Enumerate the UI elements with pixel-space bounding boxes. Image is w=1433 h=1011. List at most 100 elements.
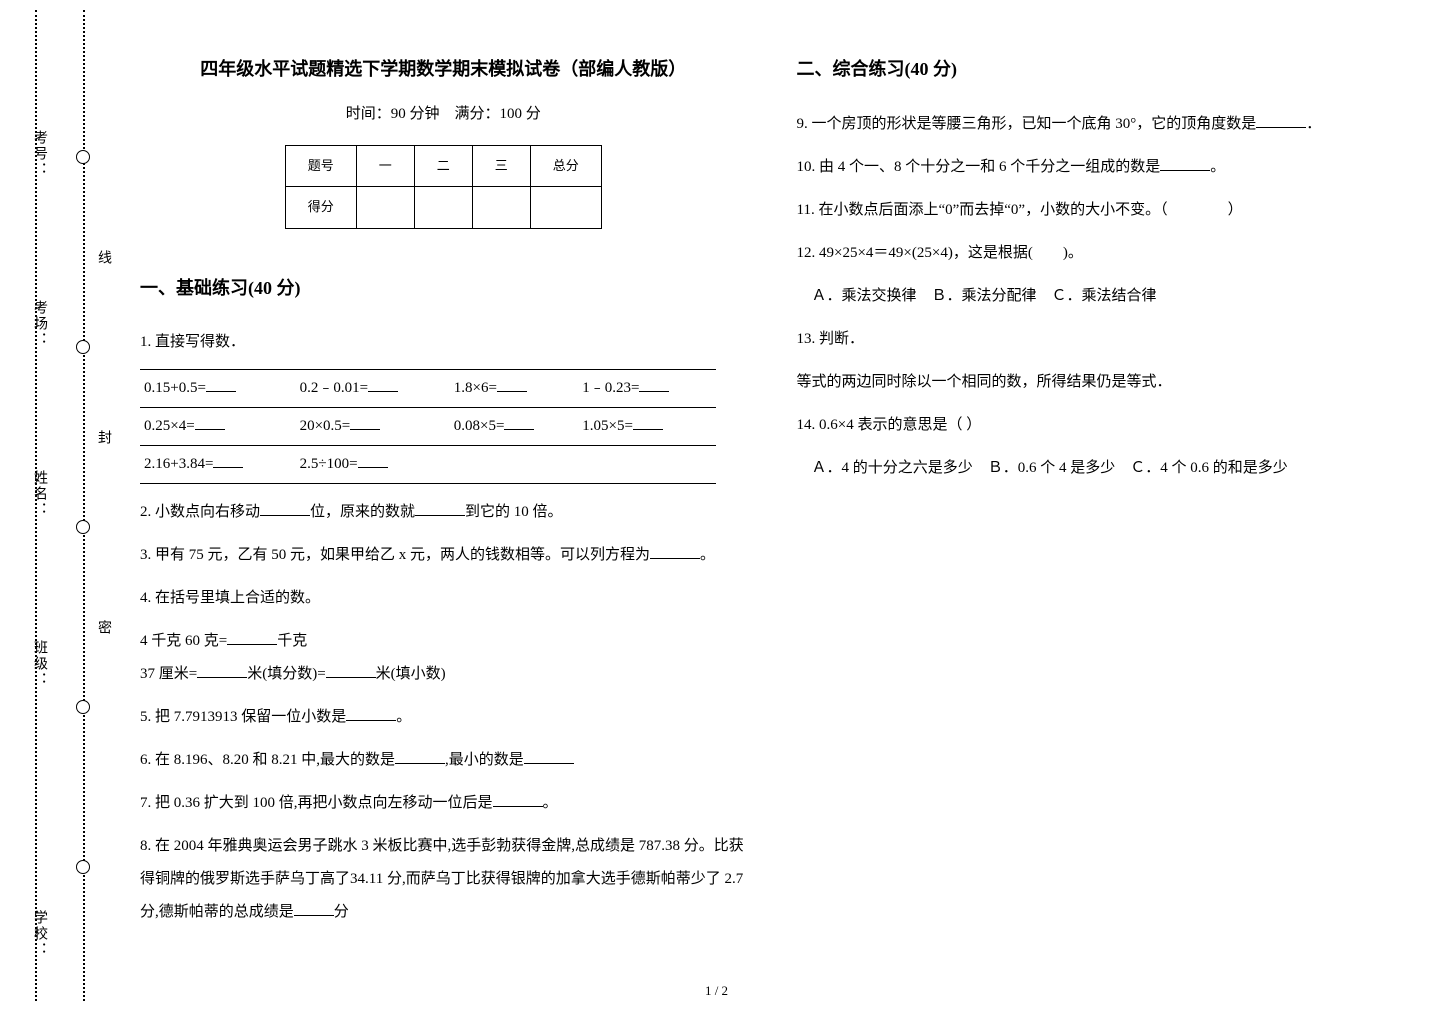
q5-text: 。	[396, 709, 411, 725]
score-head: 总分	[530, 145, 601, 187]
q7-text: 。	[543, 795, 558, 811]
blank	[368, 377, 398, 392]
calc-cell: 0.15+0.5=	[144, 380, 206, 396]
q3: 3. 甲有 75 元，乙有 50 元，如果甲给乙 x 元，两人的钱数相等。可以列…	[140, 539, 747, 572]
q9-text: 9. 一个房顶的形状是等腰三角形，已知一个底角 30°，它的顶角度数是	[797, 116, 1257, 132]
calc-cell: 2.5÷100=	[300, 456, 358, 472]
q5: 5. 把 7.7913913 保留一位小数是 。	[140, 701, 747, 734]
q8-text: 分	[334, 904, 349, 920]
blank	[497, 377, 527, 392]
q4-text: 37 厘米=	[140, 666, 197, 682]
binding-circle	[76, 150, 90, 164]
q4-stem: 4. 在括号里填上合适的数。	[140, 582, 747, 615]
q1-stem: 1. 直接写得数．	[140, 326, 747, 359]
q10: 10. 由 4 个一、8 个十分之一和 6 个千分之一组成的数是 。	[797, 151, 1404, 184]
q4-text: 千克	[277, 633, 307, 649]
score-cell	[356, 187, 414, 229]
q10-text: 。	[1210, 159, 1225, 175]
blank	[213, 453, 243, 468]
score-head: 二	[414, 145, 472, 187]
binding-circle	[76, 520, 90, 534]
calc-cell: 2.16+3.84=	[144, 456, 213, 472]
binding-field: 考号：	[29, 130, 49, 178]
blank	[350, 415, 380, 430]
calc-cell: 1.05×5=	[582, 418, 633, 434]
binding-label: 封	[93, 430, 113, 450]
binding-field: 学校：	[29, 910, 49, 958]
q4-text: 米(填小数)	[376, 666, 446, 682]
blank	[504, 415, 534, 430]
calc-cell: 1﹣0.23=	[582, 380, 639, 396]
q6: 6. 在 8.196、8.20 和 8.21 中,最大的数是 ,最小的数是	[140, 744, 747, 777]
blank	[1256, 113, 1306, 128]
q6-text: ,最小的数是	[445, 752, 524, 768]
blank	[650, 544, 700, 559]
binding-circle	[76, 700, 90, 714]
score-row-label: 得分	[285, 187, 356, 229]
q4-lines: 4 千克 60 克= 千克 37 厘米= 米(填分数)= 米(填小数)	[140, 625, 747, 691]
score-head: 三	[472, 145, 530, 187]
page-number: 1 / 2	[705, 983, 728, 999]
q7-text: 7. 把 0.36 扩大到 100 倍,再把小数点向左移动一位后是	[140, 795, 493, 811]
calc-cell: 1.8×6=	[454, 380, 497, 396]
calc-cell: 0.25×4=	[144, 418, 195, 434]
calc-cell: 20×0.5=	[300, 418, 351, 434]
score-head: 题号	[285, 145, 356, 187]
q8-text: 8. 在 2004 年雅典奥运会男子跳水 3 米板比赛中,选手彭勃获得金牌,总成…	[140, 838, 744, 920]
q7: 7. 把 0.36 扩大到 100 倍,再把小数点向左移动一位后是 。	[140, 787, 747, 820]
section-heading-1: 一、基础练习(40 分)	[140, 269, 747, 309]
q14-stem: 14. 0.6×4 表示的意思是（ ）	[797, 409, 1404, 442]
blank	[260, 501, 310, 516]
calc-cell: 0.08×5=	[454, 418, 505, 434]
blank	[1160, 156, 1210, 171]
blank	[415, 501, 465, 516]
q12-stem: 12. 49×25×4＝49×(25×4)，这是根据( )。	[797, 237, 1404, 270]
score-cell	[530, 187, 601, 229]
q2: 2. 小数点向右移动 位，原来的数就 到它的 10 倍。	[140, 496, 747, 529]
q2-text: 到它的 10 倍。	[465, 504, 563, 520]
score-head: 一	[356, 145, 414, 187]
blank	[493, 792, 543, 807]
binding-label: 密	[93, 620, 113, 640]
blank	[195, 415, 225, 430]
blank	[524, 749, 574, 764]
blank	[633, 415, 663, 430]
q6-text: 6. 在 8.196、8.20 和 8.21 中,最大的数是	[140, 752, 395, 768]
blank	[294, 901, 334, 916]
exam-subtitle: 时间：90 分钟 满分：100 分	[140, 98, 747, 131]
binding-field: 考场：	[29, 300, 49, 348]
q2-text: 位，原来的数就	[310, 504, 415, 520]
q14-opts: Ａ．4 的十分之六是多少 Ｂ．0.6 个 4 是多少 Ｃ．4 个 0.6 的和是…	[797, 452, 1404, 485]
blank	[197, 663, 247, 678]
q5-text: 5. 把 7.7913913 保留一位小数是	[140, 709, 346, 725]
score-cell	[414, 187, 472, 229]
blank	[639, 377, 669, 392]
q11: 11. 在小数点后面添上“0”而去掉“0”，小数的大小不变。（ ）	[797, 194, 1404, 227]
binding-circle	[76, 340, 90, 354]
blank	[346, 706, 396, 721]
page-content: 四年级水平试题精选下学期数学期末模拟试卷（部编人教版） 时间：90 分钟 满分：…	[140, 50, 1403, 971]
q4-text: 米(填分数)=	[247, 666, 325, 682]
q8: 8. 在 2004 年雅典奥运会男子跳水 3 米板比赛中,选手彭勃获得金牌,总成…	[140, 830, 747, 929]
q9: 9. 一个房顶的形状是等腰三角形，已知一个底角 30°，它的顶角度数是 ．	[797, 108, 1404, 141]
q4-text: 4 千克 60 克=	[140, 633, 227, 649]
binding-field: 班级：	[29, 640, 49, 688]
score-cell	[472, 187, 530, 229]
binding-margin: 密 封 线 学校： 班级： 姓名： 考场： 考号：	[35, 0, 95, 1011]
exam-title: 四年级水平试题精选下学期数学期末模拟试卷（部编人教版）	[140, 50, 747, 90]
q3-text: 。	[700, 547, 715, 563]
q12-opts: Ａ．乘法交换律 Ｂ．乘法分配律 Ｃ．乘法结合律	[797, 280, 1404, 313]
blank	[358, 453, 388, 468]
q2-text: 2. 小数点向右移动	[140, 504, 260, 520]
q3-text: 3. 甲有 75 元，乙有 50 元，如果甲给乙 x 元，两人的钱数相等。可以列…	[140, 547, 650, 563]
q1-table: 0.15+0.5= 0.2﹣0.01= 1.8×6= 1﹣0.23= 0.25×…	[140, 369, 716, 484]
q13-line: 等式的两边同时除以一个相同的数，所得结果仍是等式．	[797, 366, 1404, 399]
binding-field: 姓名：	[29, 470, 49, 518]
q9-text: ．	[1306, 116, 1321, 132]
blank	[395, 749, 445, 764]
section-heading-2: 二、综合练习(40 分)	[797, 50, 1404, 90]
q10-text: 10. 由 4 个一、8 个十分之一和 6 个千分之一组成的数是	[797, 159, 1161, 175]
blank	[227, 630, 277, 645]
calc-cell: 0.2﹣0.01=	[300, 380, 368, 396]
binding-circle	[76, 860, 90, 874]
